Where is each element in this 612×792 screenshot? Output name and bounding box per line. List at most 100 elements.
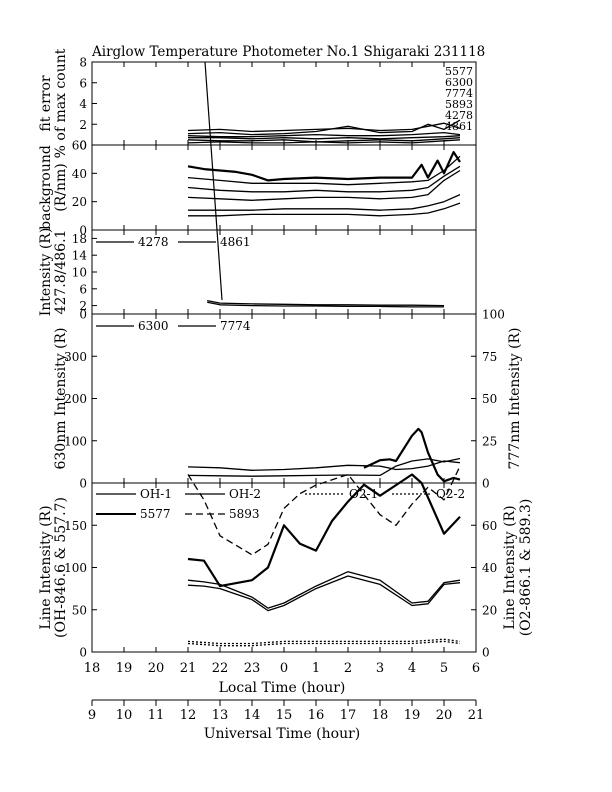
series-line-5893 — [187, 169, 461, 201]
panel-frame — [91, 61, 477, 146]
y-right-axis-label: 777nm Intensity (R) — [507, 327, 523, 469]
y-tick-label: 100 — [64, 561, 87, 575]
y-tick-label: 60 — [72, 139, 87, 153]
y-tick-label: 6 — [79, 76, 87, 90]
local-time-tick-label: 23 — [244, 661, 261, 676]
universal-time-label: Universal Time (hour) — [204, 726, 361, 742]
y-tick-label: 14 — [72, 249, 88, 263]
legend-label: O2-2 — [436, 487, 465, 501]
y-tick-label: 6 — [79, 282, 87, 296]
local-time-tick-label: 0 — [280, 661, 288, 676]
y-axis-label: Intensity (R) — [38, 228, 54, 317]
local-time-axis: 18 19 20 21 22 23 0 1 2 3 4 5 6 — [84, 661, 480, 676]
y-tick-label: 200 — [64, 392, 87, 406]
y-right-tick-label: 20 — [482, 603, 497, 617]
y-axis-label: % of max count — [53, 48, 69, 158]
y-right-tick-label: 40 — [482, 561, 497, 575]
ut-tick-label: 14 — [244, 708, 261, 723]
legend-label: 7774 — [220, 319, 251, 333]
series-line-5893 — [188, 135, 461, 140]
y-tick-label: 0 — [79, 477, 87, 491]
series-line-5577 — [187, 151, 461, 182]
series-line-4861 — [187, 139, 461, 144]
chart-title: Airglow Temperature Photometer No.1 Shig… — [91, 44, 485, 60]
legend-label: 5577 — [445, 65, 473, 78]
legend-label: 5893 — [445, 98, 473, 111]
y-tick-label: 18 — [72, 232, 87, 246]
ut-tick-label: 10 — [116, 708, 133, 723]
series-line-7774 — [187, 131, 461, 138]
series-line-6300 — [187, 119, 461, 136]
y-axis-label: background — [38, 145, 54, 230]
legend-label: 4861 — [220, 235, 251, 249]
y-tick-label: 0 — [79, 139, 87, 153]
legend-label: 4861 — [445, 120, 473, 133]
y-tick-label: 100 — [64, 434, 87, 448]
local-time-tick-label: 21 — [180, 661, 197, 676]
legend-label: O2-1 — [349, 487, 378, 501]
series-line-5577 — [187, 122, 461, 133]
local-time-tick-label: 22 — [212, 661, 229, 676]
ut-tick-label: 19 — [404, 708, 421, 723]
ut-tick-label: 15 — [276, 708, 293, 723]
legend-label: 5577 — [140, 507, 171, 521]
y-tick-label: 2 — [79, 118, 87, 132]
ut-tick-label: 16 — [308, 708, 325, 723]
series-line-7774 — [187, 460, 461, 471]
ut-tick-label: 17 — [340, 708, 357, 723]
y-tick-label: 4 — [79, 97, 87, 111]
local-time-tick-label: 2 — [344, 661, 352, 676]
series-line-oh-1 — [187, 571, 461, 609]
series-line-7774 — [187, 165, 461, 193]
y-right-tick-label: 50 — [482, 392, 497, 406]
y-right-tick-label: 25 — [482, 434, 497, 448]
y-axis-label: Line Intensity (R) — [38, 505, 54, 629]
series-line-oh-2 — [187, 575, 461, 612]
y-axis-label: fit error — [38, 75, 54, 132]
local-time-tick-label: 3 — [376, 661, 384, 676]
y-tick-label: 0 — [79, 224, 87, 238]
series-line-4278 — [188, 194, 461, 211]
series-line-o2-2 — [187, 640, 461, 647]
y-axis-label: (OH-846.6 & 557.7) — [53, 497, 69, 638]
y-axis-label: 630nm Intensity (R) — [53, 327, 69, 469]
series-line-5577 — [187, 473, 461, 588]
legend-label: 6300 — [445, 76, 473, 89]
ut-tick-label: 11 — [148, 708, 165, 723]
series-line-4861 — [207, 301, 444, 308]
panel-frame — [91, 144, 477, 231]
universal-time-axis: 9 10 11 12 13 14 15 16 17 18 19 20 21 — [88, 699, 485, 723]
y-right-axis-label: Line Intensity (R) — [502, 505, 518, 629]
local-time-tick-label: 4 — [408, 661, 416, 676]
legend-label: 4278 — [445, 109, 473, 122]
local-time-tick-label: 18 — [84, 661, 101, 676]
y-axis-label: 427.8/486.1 — [53, 230, 69, 315]
y-tick-label: 2 — [79, 299, 87, 313]
y-right-tick-label: 0 — [482, 477, 490, 491]
y-right-tick-label: 0 — [482, 646, 490, 660]
ut-tick-label: 21 — [468, 708, 485, 723]
series-line-o2-1 — [187, 638, 461, 645]
local-time-tick-label: 20 — [148, 661, 165, 676]
series-line-5893 — [187, 465, 461, 556]
series-line-4861 — [188, 202, 461, 217]
ut-tick-label: 12 — [180, 708, 197, 723]
panel-fit-error: 0 2 4 6 8 fit error% of max count 557763007774… — [38, 48, 477, 158]
y-right-tick-label: 75 — [482, 350, 497, 364]
y-tick-label: 0 — [79, 308, 87, 322]
legend-label: 7774 — [445, 87, 473, 100]
local-time-tick-label: 6 — [472, 661, 480, 676]
local-time-label: Local Time (hour) — [219, 680, 346, 696]
legend-label: 5893 — [229, 507, 260, 521]
y-tick-label: 8 — [79, 56, 87, 70]
y-tick-label: 20 — [72, 195, 87, 209]
local-time-tick-label: 5 — [440, 661, 448, 676]
local-time-tick-label: 19 — [116, 661, 133, 676]
legend-label: OH-1 — [140, 487, 172, 501]
y-tick-label: 150 — [64, 519, 87, 533]
ut-tick-label: 13 — [212, 708, 229, 723]
y-tick-label: 50 — [72, 603, 87, 617]
